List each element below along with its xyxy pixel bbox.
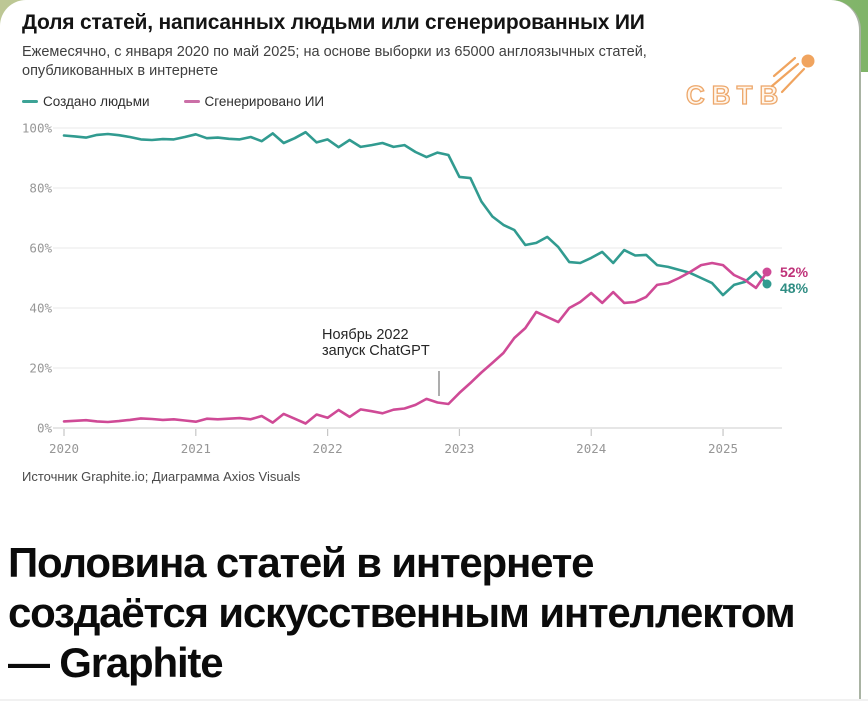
chart-title: Доля статей, написанных людьми или сгене… — [22, 11, 645, 34]
post-headline-line3: — Graphite — [8, 639, 224, 686]
legend-item-ai: Сгенерировано ИИ — [183, 94, 325, 109]
legend-label-ai: Сгенерировано ИИ — [204, 94, 325, 109]
svtv-logo: СВТВ — [685, 79, 786, 110]
chatgpt-annotation: Ноябрь 2022 запуск ChatGPT — [322, 327, 430, 359]
bottom-edge-divider — [0, 699, 868, 701]
svg-text:2025: 2025 — [708, 441, 738, 456]
post-headline-line2: создаётся искусственным интеллектом — [8, 589, 796, 636]
chart-legend: Создано людьми Сгенерировано ИИ — [22, 94, 324, 109]
chart-subtitle: Ежемесячно, с января 2020 по май 2025; н… — [22, 43, 832, 80]
ai-end-value-label: 52% — [780, 264, 809, 280]
svg-text:2021: 2021 — [181, 441, 211, 456]
svg-text:2023: 2023 — [444, 441, 474, 456]
post-headline-line1: Половина статей в интернете — [8, 539, 594, 586]
sputnik-comet-icon — [770, 54, 815, 94]
legend-label-human: Создано людьми — [43, 94, 150, 109]
svg-text:20%: 20% — [29, 361, 52, 376]
svg-text:100%: 100% — [22, 121, 53, 136]
legend-item-human: Создано людьми — [22, 94, 150, 109]
human-line-swatch-icon — [22, 100, 38, 103]
source-credit: Источник Graphite.io; Диаграмма Axios Vi… — [22, 469, 301, 484]
svg-text:2024: 2024 — [576, 441, 606, 456]
svg-text:40%: 40% — [29, 301, 52, 316]
ai-line-swatch-icon — [183, 100, 200, 103]
chart-subtitle-line2: опубликованных в интернете — [22, 62, 219, 79]
svg-text:2020: 2020 — [49, 441, 79, 456]
chatgpt-annotation-line2: запуск ChatGPT — [322, 343, 430, 359]
svg-text:0%: 0% — [37, 421, 53, 436]
chart-subtitle-line1: Ежемесячно, с января 2020 по май 2025; н… — [22, 44, 647, 60]
chart-svg: 0% 20% 40% 60% 80% 100% 2020 2021 2022 2023 2024 20… — [22, 121, 782, 456]
svg-text:2022: 2022 — [313, 441, 343, 456]
svg-text:80%: 80% — [29, 181, 52, 196]
chatgpt-annotation-line1: Ноябрь 2022 — [322, 327, 409, 343]
svg-text:60%: 60% — [29, 241, 52, 256]
human-end-value-label: 48% — [780, 280, 809, 296]
post-headline: Половина статей в интернете создаётся ис… — [8, 538, 860, 688]
